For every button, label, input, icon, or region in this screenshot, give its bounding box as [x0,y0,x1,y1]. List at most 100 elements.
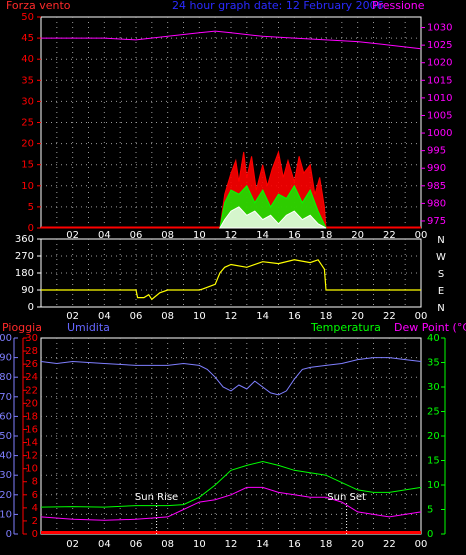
x-tick-label: 18 [320,311,333,322]
pressure-series [41,30,422,50]
x-tick-label: 08 [161,311,174,322]
y-tick-label-rain: 12 [25,451,38,462]
y-tick-label-direction: 270 [15,251,34,262]
y-tick-label-pressure: 1005 [427,110,452,121]
x-tick-label: 00 [415,539,428,550]
x-tick-label: 06 [130,230,143,241]
pressure-axis-title: Pressione [372,0,425,12]
y-tick-label-temperature: 0 [427,529,433,540]
x-tick-label: 04 [98,539,111,550]
legend-humidity: Umidita [67,321,110,334]
temperature-series [40,460,422,508]
y-tick-label-humidity: 100 [0,333,12,344]
x-tick-label: 10 [193,230,206,241]
x-tick-label: 00 [415,311,428,322]
x-tick-label: 04 [98,311,111,322]
y-tick-label-pressure: 985 [427,181,446,192]
y-tick-label-temperature: 10 [427,480,440,491]
y-tick-label-rain: 28 [25,346,38,357]
y-tick-label-humidity: 90 [0,353,12,364]
y-tick-label-wind: 35 [21,75,34,86]
y-tick-label-wind: 40 [21,54,34,65]
x-tick-label: 20 [351,230,364,241]
graph-date-title: 24 hour graph date: 12 February 2006 [172,0,384,12]
y-tick-label-wind: 45 [21,33,34,44]
legend-temperature: Temperatura [310,321,381,334]
y-tick-label-wind: 20 [21,139,34,150]
y-tick-label-wind: 10 [21,181,34,192]
y-tick-label-direction: 180 [15,268,34,279]
wind-direction-series [41,259,421,301]
y-tick-label-rain: 10 [25,464,38,475]
y-tick-label-direction: 360 [15,234,34,245]
y-tick-label-pressure: 1020 [427,58,452,69]
x-tick-label: 10 [193,539,206,550]
y-tick-label-pressure: 1010 [427,93,452,104]
y-tick-label-humidity: 10 [0,509,12,520]
y-tick-label-rain: 30 [25,333,38,344]
compass-label: E [438,286,444,297]
sun-event-label: Sun Set [327,492,366,503]
x-tick-label: 16 [288,539,301,550]
legend-dew-point: Dew Point (°C) [394,321,466,334]
sun-event-label: Sun Rise [135,492,178,503]
y-tick-label-humidity: 50 [0,431,12,442]
x-tick-label: 12 [225,230,238,241]
humidity-series [40,357,422,396]
y-tick-label-temperature: 30 [427,382,440,393]
x-tick-label: 22 [383,539,396,550]
y-tick-label-wind: 25 [21,118,34,129]
y-tick-label-humidity: 0 [6,529,12,540]
x-tick-label: 22 [383,230,396,241]
y-tick-label-rain: 22 [25,385,38,396]
x-tick-label: 14 [256,539,269,550]
x-tick-label: 18 [320,230,333,241]
x-tick-label: 10 [193,311,206,322]
y-tick-label-temperature: 15 [427,456,440,467]
x-tick-label: 18 [320,539,333,550]
y-tick-label-wind: 30 [21,96,34,107]
y-tick-label-rain: 14 [25,438,38,449]
y-tick-label-wind: 5 [28,202,34,213]
x-tick-label: 12 [225,539,238,550]
compass-label: W [436,252,446,263]
y-tick-label-rain: 26 [25,359,38,370]
y-tick-label-rain: 16 [25,424,38,435]
axis-tick-labels: 0510152025303540455097598098599099510001… [0,12,452,550]
y-tick-label-rain: 4 [32,503,38,514]
x-tick-label: 02 [66,311,79,322]
climate-panel-series: Sun Rise Sun Set [40,357,422,534]
direction-panel-grid [41,239,421,307]
x-tick-label: 16 [288,230,301,241]
y-tick-label-rain: 24 [25,372,38,383]
dew-point-series [40,486,422,521]
x-tick-label: 20 [351,539,364,550]
x-tick-label: 22 [383,311,396,322]
x-tick-label: 06 [130,311,143,322]
y-tick-label-temperature: 40 [427,333,440,344]
y-tick-label-temperature: 5 [427,505,433,516]
x-tick-label: 14 [256,230,269,241]
y-tick-label-humidity: 30 [0,470,12,481]
y-tick-label-rain: 20 [25,398,38,409]
x-tick-label: 04 [98,230,111,241]
compass-label: N [437,303,444,314]
y-tick-label-humidity: 70 [0,392,12,403]
y-tick-label-wind: 0 [28,223,34,234]
y-tick-label-rain: 0 [32,529,38,540]
y-tick-label-pressure: 975 [427,216,446,227]
y-tick-label-humidity: 20 [0,490,12,501]
y-tick-label-rain: 8 [32,477,38,488]
direction-panel-series [41,259,421,301]
legend-rain: Pioggia [2,321,42,334]
x-tick-label: 02 [66,230,79,241]
y-tick-label-wind: 15 [21,160,34,171]
x-tick-label: 02 [66,539,79,550]
y-tick-label-direction: 0 [28,302,34,313]
y-tick-label-humidity: 80 [0,372,12,383]
y-tick-label-pressure: 995 [427,146,446,157]
y-tick-label-pressure: 1000 [427,128,452,139]
y-tick-label-pressure: 1025 [427,40,452,51]
